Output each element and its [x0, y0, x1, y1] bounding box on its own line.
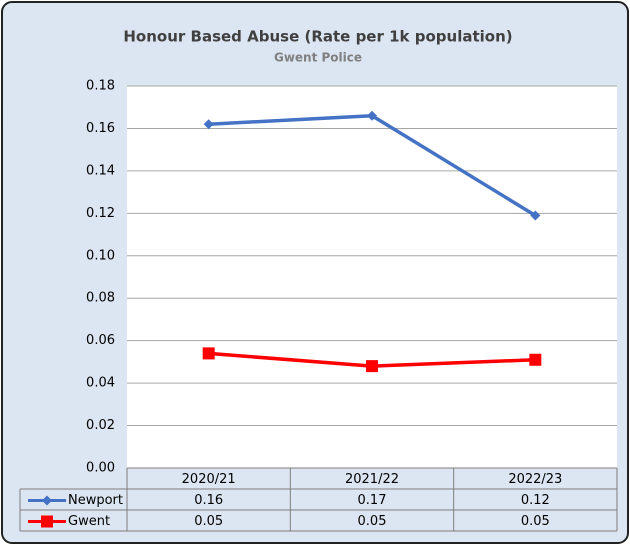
data-label: 0.12	[521, 493, 550, 508]
chart-subtitle: Gwent Police	[274, 51, 362, 65]
y-tick-label: 0.02	[86, 418, 115, 433]
marker	[366, 360, 378, 373]
legend-label: Newport	[68, 493, 123, 508]
data-label: 0.05	[521, 514, 550, 529]
legend-label: Gwent	[68, 514, 110, 529]
y-tick-label: 0.08	[86, 291, 115, 306]
marker	[530, 210, 541, 221]
y-tick-label: 0.16	[86, 121, 115, 136]
marker	[203, 119, 214, 130]
y-tick-label: 0.06	[86, 333, 115, 348]
marker	[529, 353, 542, 366]
y-tick-label: 0.04	[86, 376, 115, 391]
legend-key	[41, 515, 53, 528]
y-tick-label: 0.10	[86, 248, 115, 263]
marker	[202, 347, 215, 360]
plot-area	[127, 86, 617, 468]
y-tick-label: 0.12	[86, 206, 115, 221]
x-tick-label: 2020/21	[182, 472, 236, 487]
x-tick-label: 2021/22	[345, 472, 399, 487]
data-label: 0.16	[194, 493, 223, 508]
data-label: 0.17	[358, 493, 387, 508]
y-tick-label: 0.00	[86, 461, 115, 476]
data-label: 0.05	[194, 514, 223, 529]
legend-key	[42, 495, 52, 506]
data-label: 0.05	[358, 514, 387, 529]
marker	[367, 110, 377, 121]
y-tick-label: 0.14	[86, 163, 115, 178]
y-tick-label: 0.18	[86, 79, 115, 94]
x-tick-label: 2022/23	[508, 472, 562, 487]
chart-title: Honour Based Abuse (Rate per 1k populati…	[123, 28, 512, 46]
